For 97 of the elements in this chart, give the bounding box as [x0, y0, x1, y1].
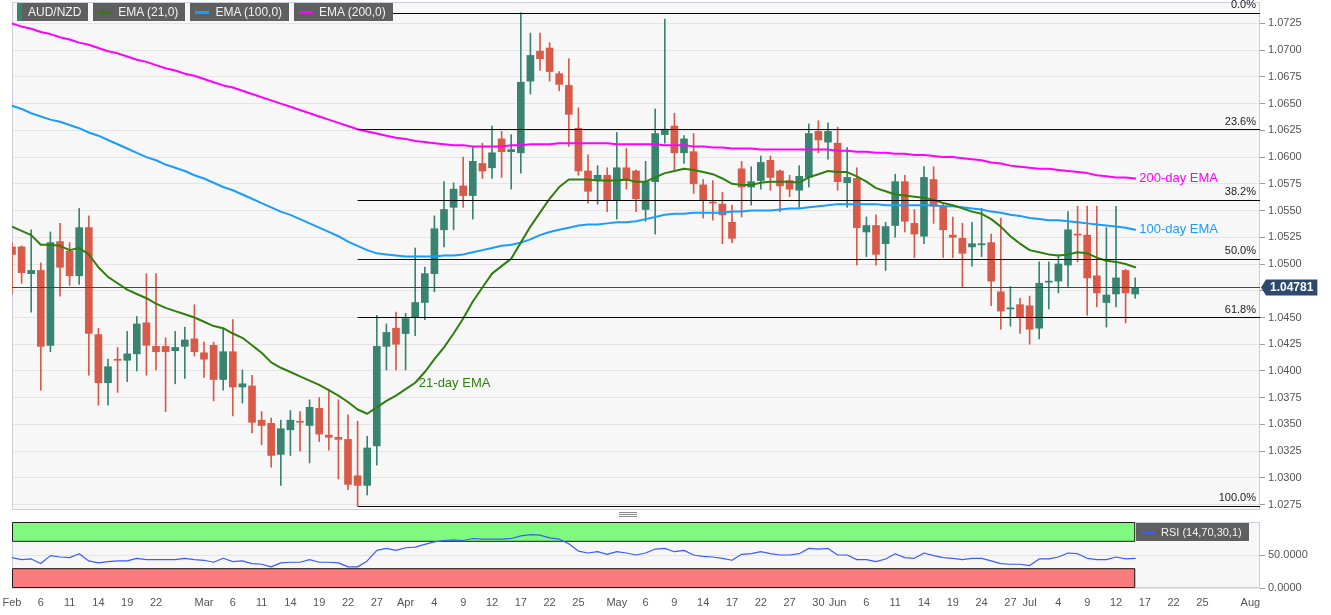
- x-tick-label: Apr: [397, 595, 415, 608]
- x-tick-label: 12: [1109, 595, 1123, 608]
- x-tick-label: Aug: [1240, 595, 1261, 608]
- annotation: 21-day EMA: [418, 374, 491, 390]
- x-tick-label: 27: [370, 595, 383, 608]
- x-tick-label: 19: [313, 595, 326, 608]
- y-tick-label: 0.0000: [1268, 581, 1302, 594]
- y-tick-label: 1.0600: [1268, 150, 1302, 163]
- x-tick-label: 25: [572, 595, 585, 608]
- y-tick-label: 1.0525: [1268, 230, 1302, 243]
- candlestick: [152, 273, 160, 371]
- x-tick-label: 30: [812, 595, 825, 608]
- candlestick: [171, 331, 180, 385]
- x-tick-label: 27: [783, 595, 796, 608]
- annotation: 200-day EMA: [1139, 170, 1219, 186]
- candlestick: [1092, 205, 1101, 308]
- x-tick-label: 12: [485, 595, 499, 608]
- candlestick: [536, 32, 544, 71]
- x-tick-label: May: [606, 595, 628, 608]
- annotation: 100-day EMA: [1139, 221, 1219, 237]
- annotation: 100.0%: [1218, 491, 1257, 504]
- legend-label: AUD/NZD: [28, 5, 82, 19]
- y-tick-label: 1.0675: [1268, 69, 1302, 82]
- candlestick: [948, 216, 957, 258]
- y-tick-label: 1.0450: [1268, 310, 1302, 323]
- x-tick-label: 11: [255, 595, 268, 608]
- legend-label: EMA (100,0): [215, 5, 283, 19]
- candlestick: [968, 221, 976, 267]
- candlestick: [296, 411, 304, 452]
- x-tick-label: 14: [92, 595, 105, 608]
- candlestick: [27, 229, 36, 313]
- candlestick: [123, 331, 132, 382]
- x-tick-label: 17: [725, 595, 739, 608]
- y-tick-label: 1.0550: [1268, 203, 1302, 216]
- x-tick-label: 25: [1196, 595, 1209, 608]
- x-tick-label: 6: [37, 595, 44, 608]
- candlestick: [180, 326, 189, 379]
- x-tick-label: 9: [460, 595, 467, 608]
- y-tick-label: 1.0625: [1268, 123, 1302, 136]
- annotation: 0.0%: [1230, 0, 1257, 11]
- x-tick-label: 22: [149, 595, 163, 608]
- x-tick-label: Jun: [828, 595, 847, 608]
- annotation: 38.2%: [1224, 185, 1257, 198]
- candlestick: [324, 388, 333, 451]
- x-tick-label: 27: [1004, 595, 1017, 608]
- y-tick-label: 1.0500: [1268, 257, 1302, 270]
- candlestick: [411, 247, 420, 337]
- candlestick: [843, 147, 852, 208]
- annotation: 23.6%: [1224, 114, 1257, 127]
- y-tick-label: 1.0725: [1268, 16, 1302, 29]
- x-tick-label: 22: [543, 595, 556, 608]
- x-tick-label: 22: [754, 595, 767, 608]
- x-tick-label: 6: [863, 595, 870, 608]
- x-tick-label: 22: [1167, 595, 1180, 608]
- x-tick-label: 19: [121, 595, 134, 608]
- x-tick-label: 17: [1138, 595, 1151, 608]
- x-tick-label: 14: [697, 595, 710, 608]
- x-tick-label: 9: [1084, 595, 1091, 608]
- x-tick-label: 4: [1055, 595, 1062, 608]
- legend-label: RSI (14,70,30,1): [1161, 526, 1242, 538]
- y-tick-label: 1.0350: [1268, 417, 1302, 430]
- x-tick-label: 19: [946, 595, 959, 608]
- x-tick-label: 11: [63, 595, 76, 608]
- y-tick-label: 1.0375: [1268, 390, 1302, 403]
- y-tick-label: 1.0425: [1268, 337, 1302, 350]
- y-tick-label: 50.0000: [1268, 548, 1308, 561]
- candlestick: [1112, 205, 1120, 308]
- legend-label: EMA (21,0): [118, 5, 179, 19]
- candlestick: [1044, 261, 1053, 310]
- x-tick-label: 14: [284, 595, 297, 608]
- x-tick-label: 24: [975, 595, 988, 608]
- annotation: 50.0%: [1224, 244, 1257, 257]
- y-tick-label: 1.0275: [1268, 497, 1302, 510]
- x-tick-label: Feb: [2, 595, 22, 608]
- candlestick: [507, 134, 516, 190]
- y-tick-label: 1.0700: [1268, 43, 1302, 56]
- y-tick-label: 1.0325: [1268, 444, 1302, 457]
- candlestick: [996, 217, 1005, 330]
- x-tick-label: 22: [341, 595, 355, 608]
- x-tick-label: 6: [229, 595, 236, 608]
- x-tick-label: 4: [431, 595, 438, 608]
- x-tick-label: 14: [917, 595, 931, 608]
- x-tick-label: 6: [642, 595, 649, 608]
- legend-label: EMA (200,0): [319, 5, 386, 19]
- y-tick-label: 1.0400: [1268, 364, 1302, 376]
- candlestick: [200, 341, 208, 378]
- x-tick-label: 17: [514, 595, 527, 608]
- y-tick-label: 1.0300: [1268, 470, 1302, 483]
- candlestick: [459, 156, 468, 208]
- x-tick-label: Jul: [1022, 595, 1037, 608]
- x-tick-label: 9: [671, 595, 678, 608]
- y-tick-label: 1.0575: [1268, 176, 1302, 189]
- ref-line-label: 1.04781: [1270, 280, 1314, 295]
- y-tick-label: 1.0650: [1268, 96, 1302, 109]
- x-tick-label: 11: [889, 595, 901, 608]
- x-tick-label: Mar: [194, 595, 214, 608]
- annotation: 61.8%: [1224, 303, 1257, 316]
